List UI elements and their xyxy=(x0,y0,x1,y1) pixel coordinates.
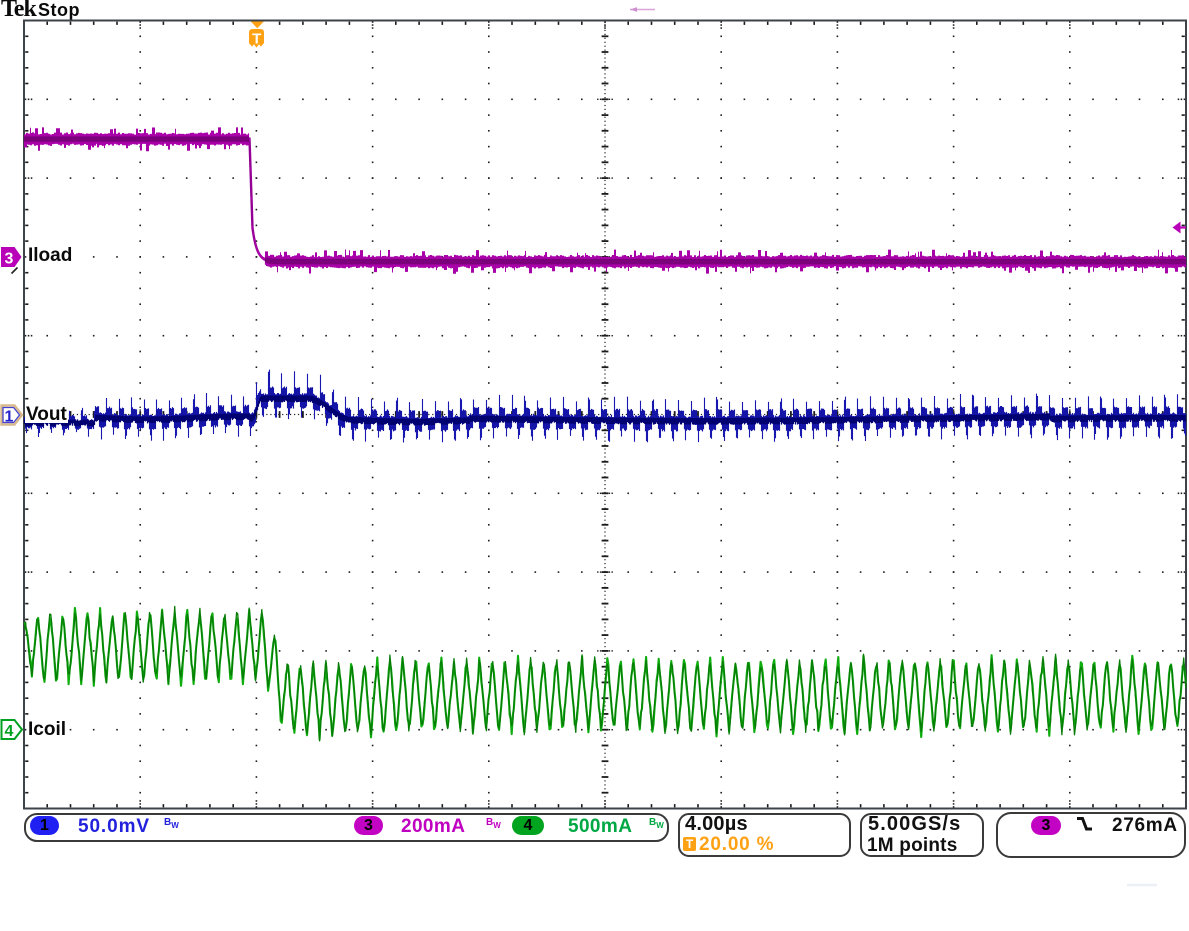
svg-text:4: 4 xyxy=(5,723,14,740)
svg-text:T: T xyxy=(252,31,261,48)
svg-text:1: 1 xyxy=(5,409,14,426)
svg-text:3: 3 xyxy=(5,251,14,268)
